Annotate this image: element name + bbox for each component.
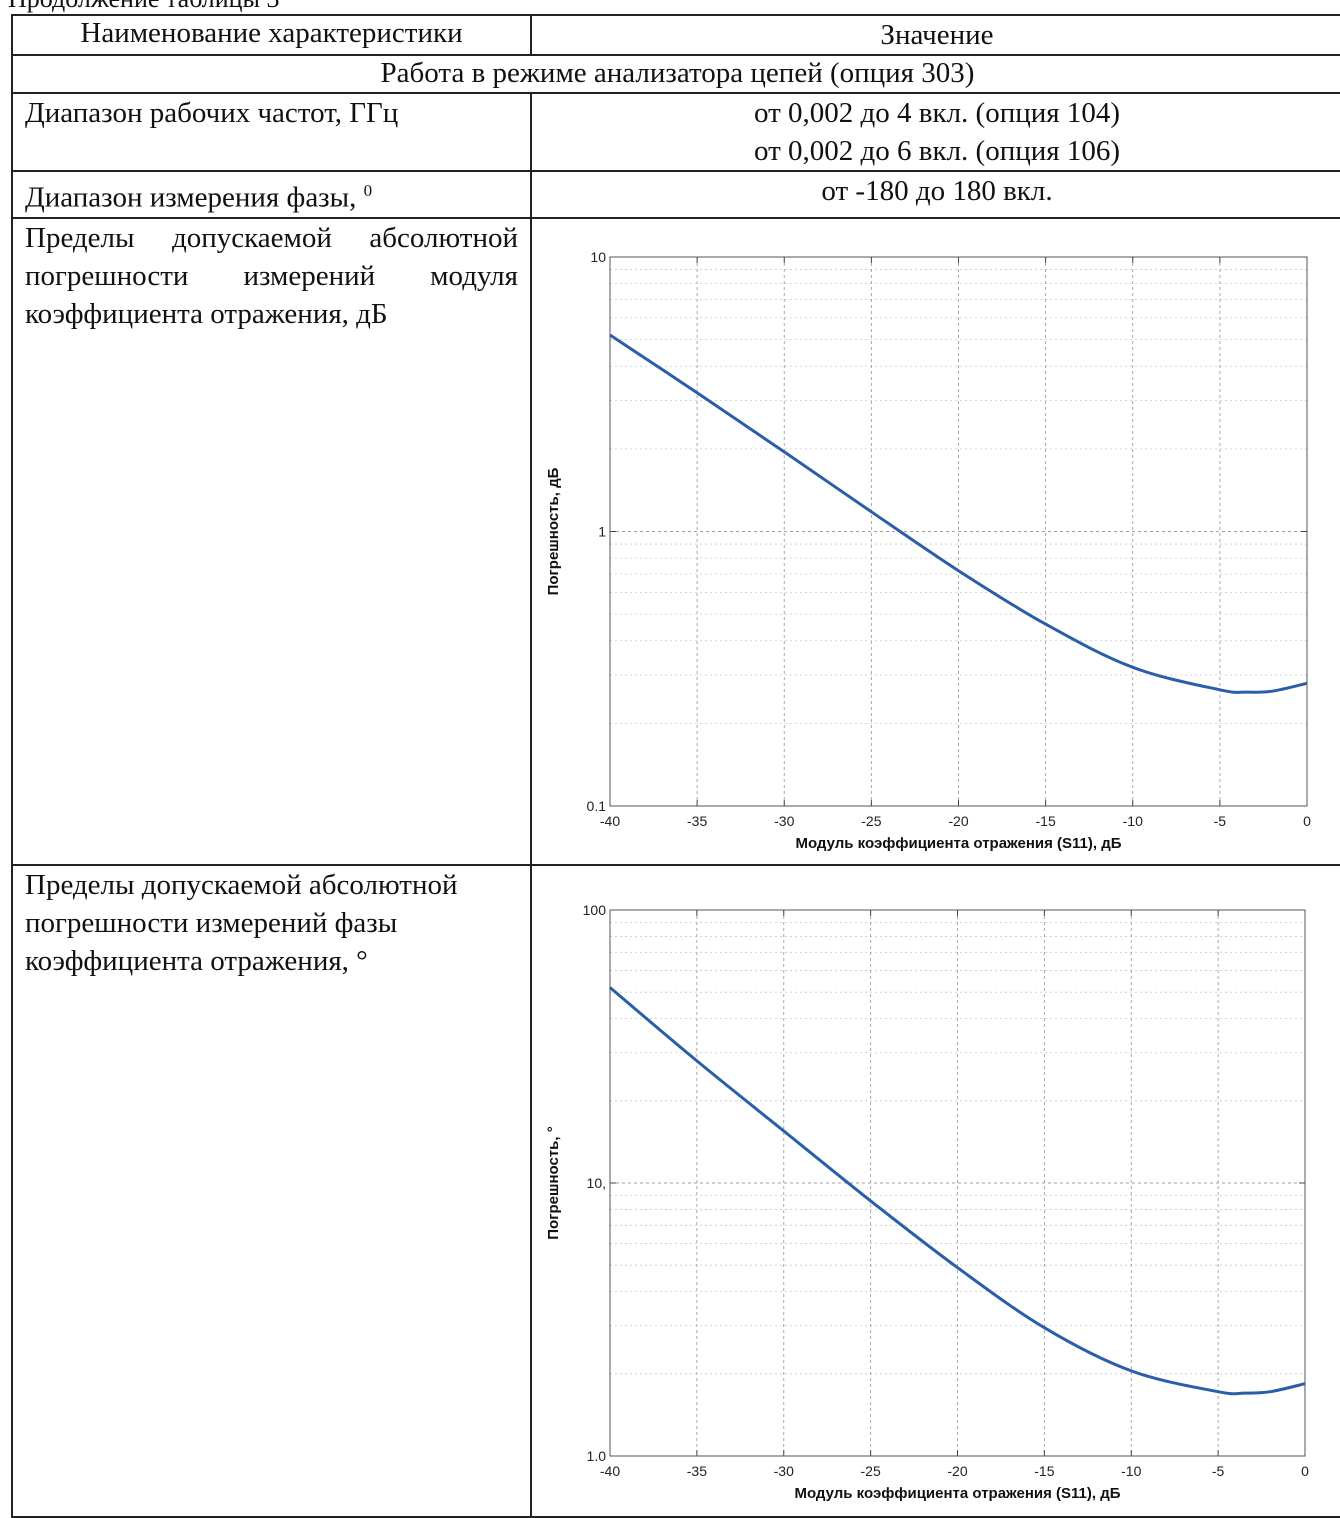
y-tick-label: 1.0 xyxy=(587,1448,607,1464)
row-value-phase-range: от -180 до 180 вкл. xyxy=(530,170,1340,219)
y-tick-label: 100 xyxy=(583,902,607,918)
x-tick-label: -25 xyxy=(861,813,881,829)
x-tick-label: -40 xyxy=(600,1463,620,1479)
x-tick-label: -35 xyxy=(687,1463,707,1479)
phase-error-chart: -40 -35 -30 -25 -20 -15 -10 -5 0 1.0 10, 100 Модуль … xyxy=(545,902,1309,1502)
degree-superscript: 0 xyxy=(363,181,373,200)
label-text: Диапазон измерения фазы, xyxy=(25,181,357,214)
section-row: Работа в режиме анализатора цепей (опция… xyxy=(11,54,1340,94)
x-tick-label: -20 xyxy=(948,813,968,829)
chart-cell-phase: -40 -35 -30 -25 -20 -15 -10 -5 0 1.0 10, 100 Модуль … xyxy=(530,863,1340,1518)
x-tick-label: 0 xyxy=(1303,813,1311,829)
table-header-row: Наименование характеристики Значение xyxy=(11,14,1340,56)
table-row: Пределы допускаемой абсолютной погрешнос… xyxy=(11,863,1340,1518)
x-tick-label: -5 xyxy=(1214,813,1227,829)
section-title: Работа в режиме анализатора цепей (опция… xyxy=(11,54,1340,94)
y-tick-label: 10 xyxy=(590,249,606,265)
table-caption: Продолжение таблицы 3 xyxy=(8,0,280,12)
x-tick-label: -25 xyxy=(861,1463,881,1479)
magnitude-error-chart: -40 -35 -30 -25 -20 -15 -10 -5 0 0.1 1 10 Модуль коэ… xyxy=(545,249,1311,852)
series-line xyxy=(609,986,1306,1395)
y-axis-label: Погрешность, дБ xyxy=(545,467,562,595)
y-tick-label: 0.1 xyxy=(587,798,607,814)
x-tick-label: -35 xyxy=(687,813,707,829)
row-label-frequency: Диапазон рабочих частот, ГГц xyxy=(11,92,532,172)
y-tick-label: 10, xyxy=(587,1175,606,1191)
plot-frame xyxy=(609,256,1308,807)
table-row: Диапазон рабочих частот, ГГц от 0,002 до… xyxy=(11,92,1340,172)
x-tick-label: -40 xyxy=(600,813,620,829)
table-row: Диапазон измерения фазы, 0 от -180 до 18… xyxy=(11,170,1340,219)
x-tick-label: -5 xyxy=(1212,1463,1225,1479)
value-line: от 0,002 до 6 вкл. (опция 106) xyxy=(753,135,1120,167)
x-tick-label: 0 xyxy=(1301,1463,1309,1479)
x-tick-label: -30 xyxy=(774,813,794,829)
y-tick-label: 1 xyxy=(598,523,606,539)
series-line xyxy=(609,333,1308,694)
row-label-phase-error: Пределы допускаемой абсолютной погрешнос… xyxy=(11,863,532,1518)
x-tick-label: -15 xyxy=(1034,1463,1054,1479)
chart-cell-magnitude: -40 -35 -30 -25 -20 -15 -10 -5 0 0.1 1 10 Модуль коэ… xyxy=(530,216,1340,866)
spec-table: Наименование характеристики Значение Раб… xyxy=(11,14,1340,1518)
x-tick-label: -20 xyxy=(947,1463,967,1479)
x-tick-label: -10 xyxy=(1121,1463,1141,1479)
table-row: Пределы допускаемой абсолютной погрешнос… xyxy=(11,216,1340,866)
header-name: Наименование характеристики xyxy=(11,14,532,56)
y-axis-label: Погрешность, ° xyxy=(545,1126,562,1239)
row-label-phase-range: Диапазон измерения фазы, 0 xyxy=(11,170,532,219)
x-axis-label: Модуль коэффициента отражения (S11), дБ xyxy=(794,1485,1120,1502)
row-label-magnitude-error: Пределы допускаемой абсолютной погрешнос… xyxy=(11,216,532,866)
plot-frame xyxy=(609,909,1306,1457)
x-axis-label: Модуль коэффициента отражения (S11), дБ xyxy=(795,835,1121,852)
value-line: от 0,002 до 4 вкл. (опция 104) xyxy=(753,97,1120,129)
x-tick-label: -15 xyxy=(1036,813,1056,829)
row-value-frequency: от 0,002 до 4 вкл. (опция 104) от 0,002 … xyxy=(530,92,1340,172)
x-tick-label: -30 xyxy=(774,1463,794,1479)
header-value: Значение xyxy=(530,14,1340,56)
x-tick-label: -10 xyxy=(1123,813,1143,829)
